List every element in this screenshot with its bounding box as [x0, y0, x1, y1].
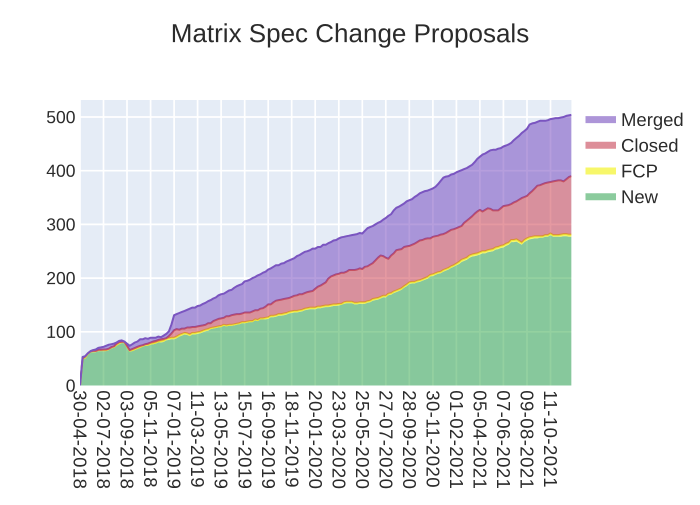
svg-text:16-09-2019: 16-09-2019 [258, 390, 279, 489]
svg-text:15-07-2019: 15-07-2019 [234, 390, 255, 489]
svg-text:27-07-2020: 27-07-2020 [375, 390, 396, 489]
svg-text:11-10-2021: 11-10-2021 [540, 390, 561, 488]
svg-text:28-09-2020: 28-09-2020 [399, 390, 420, 489]
svg-text:30-11-2020: 30-11-2020 [423, 390, 444, 488]
svg-text:25-05-2020: 25-05-2020 [352, 390, 373, 489]
svg-text:05-11-2018: 05-11-2018 [140, 390, 161, 488]
svg-text:100: 100 [46, 322, 75, 342]
svg-text:FCP: FCP [621, 160, 658, 181]
svg-text:05-04-2021: 05-04-2021 [470, 390, 491, 489]
svg-text:200: 200 [46, 268, 75, 288]
svg-text:01-02-2021: 01-02-2021 [446, 390, 467, 489]
svg-text:03-09-2018: 03-09-2018 [117, 390, 138, 489]
svg-text:400: 400 [46, 161, 75, 181]
svg-text:0: 0 [66, 376, 76, 396]
svg-text:02-07-2018: 02-07-2018 [93, 390, 114, 489]
svg-text:Matrix Spec Change Proposals: Matrix Spec Change Proposals [171, 18, 529, 48]
svg-text:30-04-2018: 30-04-2018 [70, 390, 91, 489]
svg-text:Closed: Closed [621, 135, 679, 156]
svg-text:07-06-2021: 07-06-2021 [493, 390, 514, 489]
svg-text:Merged: Merged [621, 109, 684, 130]
svg-text:07-01-2019: 07-01-2019 [164, 390, 185, 489]
svg-text:500: 500 [46, 107, 75, 127]
svg-text:13-05-2019: 13-05-2019 [211, 390, 232, 489]
svg-text:09-08-2021: 09-08-2021 [517, 390, 538, 489]
svg-text:300: 300 [46, 214, 75, 234]
svg-text:23-03-2020: 23-03-2020 [328, 390, 349, 489]
svg-text:New: New [621, 186, 659, 207]
svg-text:20-01-2020: 20-01-2020 [305, 390, 326, 489]
svg-text:18-11-2019: 18-11-2019 [281, 390, 302, 488]
svg-text:11-03-2019: 11-03-2019 [187, 390, 208, 488]
